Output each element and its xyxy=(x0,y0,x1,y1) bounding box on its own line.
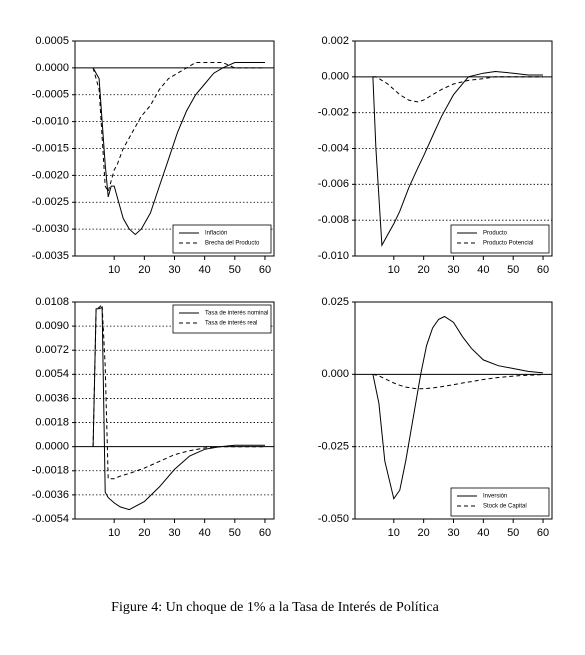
legend-label: Stock de Capital xyxy=(483,504,527,510)
y-tick-label: -0.010 xyxy=(318,250,349,262)
x-tick-label: 20 xyxy=(138,264,150,276)
y-tick-label: 0.0018 xyxy=(35,416,69,428)
x-tick-label: 60 xyxy=(537,264,549,276)
legend-label: Tasa de interés real xyxy=(205,321,257,327)
plot-frame xyxy=(74,301,275,520)
legend-label: Inversión xyxy=(483,494,507,500)
y-tick-label: -0.0035 xyxy=(32,250,69,262)
y-tick-label: -0.0005 xyxy=(32,89,69,101)
y-tick-label: -0.004 xyxy=(318,142,349,154)
y-tick-label: -0.0036 xyxy=(32,489,69,501)
x-tick-label: 30 xyxy=(447,264,459,276)
series-line xyxy=(372,76,543,103)
y-tick-label: -0.0015 xyxy=(32,142,69,154)
y-tick-label: 0.025 xyxy=(321,296,349,308)
y-tick-label: 0.0036 xyxy=(35,392,69,404)
caption: Figure 4: Un choque de 1% a la Tasa de I… xyxy=(111,600,439,615)
y-tick-label: 0.0005 xyxy=(35,35,69,47)
x-tick-label: 10 xyxy=(108,264,120,276)
x-tick-label: 40 xyxy=(199,527,211,539)
y-tick-label: -0.006 xyxy=(318,178,349,190)
x-tick-label: 10 xyxy=(108,527,120,539)
legend-label: Producto xyxy=(483,231,508,237)
y-tick-label: 0.0108 xyxy=(35,296,69,308)
legend-label: Producto Potencial xyxy=(483,241,533,247)
x-tick-label: 10 xyxy=(388,264,400,276)
x-tick-label: 50 xyxy=(229,527,241,539)
x-tick-label: 50 xyxy=(507,264,519,276)
y-tick-label: 0.000 xyxy=(321,71,349,83)
y-tick-label: -0.0018 xyxy=(32,465,69,477)
x-tick-label: 30 xyxy=(447,527,459,539)
y-tick-label: 0.0072 xyxy=(35,344,69,356)
legend-label: Tasa de interés nominal xyxy=(205,311,268,317)
x-tick-label: 60 xyxy=(259,264,271,276)
series-line xyxy=(92,62,265,236)
series-line xyxy=(372,70,543,248)
x-tick-label: 40 xyxy=(477,527,489,539)
y-tick-label: -0.0030 xyxy=(32,223,69,235)
x-tick-label: 40 xyxy=(477,264,489,276)
x-tick-label: 60 xyxy=(537,527,549,539)
x-tick-label: 30 xyxy=(168,264,180,276)
series-line xyxy=(92,306,265,511)
legend-label: Inflación xyxy=(205,231,227,237)
x-tick-label: 20 xyxy=(418,264,430,276)
y-tick-label: -0.0010 xyxy=(32,116,69,128)
y-tick-label: -0.002 xyxy=(318,107,349,119)
x-tick-label: 10 xyxy=(388,527,400,539)
y-tick-label: 0.0090 xyxy=(35,320,69,332)
x-tick-label: 40 xyxy=(199,264,211,276)
plot-frame xyxy=(74,40,275,257)
x-tick-label: 20 xyxy=(138,527,150,539)
y-tick-label: -0.0025 xyxy=(32,196,69,208)
series-line xyxy=(92,62,265,193)
y-tick-label: -0.050 xyxy=(318,513,349,525)
y-tick-label: -0.025 xyxy=(318,441,349,453)
legend-label: Brecha del Producto xyxy=(205,241,260,247)
plot-frame xyxy=(354,301,553,520)
series-line xyxy=(372,373,544,390)
y-tick-label: -0.0020 xyxy=(32,169,69,181)
legend-box xyxy=(172,304,272,334)
legend-box xyxy=(172,224,272,254)
y-tick-label: 0.0000 xyxy=(35,441,69,453)
y-tick-label: -0.0054 xyxy=(32,513,69,525)
x-tick-label: 20 xyxy=(418,527,430,539)
legend-box xyxy=(450,487,550,517)
y-tick-label: 0.0054 xyxy=(35,368,69,380)
y-tick-label: -0.008 xyxy=(318,214,349,226)
y-tick-label: 0.000 xyxy=(321,368,349,380)
x-tick-label: 50 xyxy=(229,264,241,276)
x-tick-label: 60 xyxy=(259,527,271,539)
x-tick-label: 30 xyxy=(168,527,180,539)
x-tick-label: 50 xyxy=(507,527,519,539)
y-tick-label: 0.002 xyxy=(321,35,349,47)
legend-box xyxy=(450,224,550,254)
plot-frame xyxy=(354,40,553,257)
series-line xyxy=(372,315,544,500)
y-tick-label: 0.0000 xyxy=(35,62,69,74)
